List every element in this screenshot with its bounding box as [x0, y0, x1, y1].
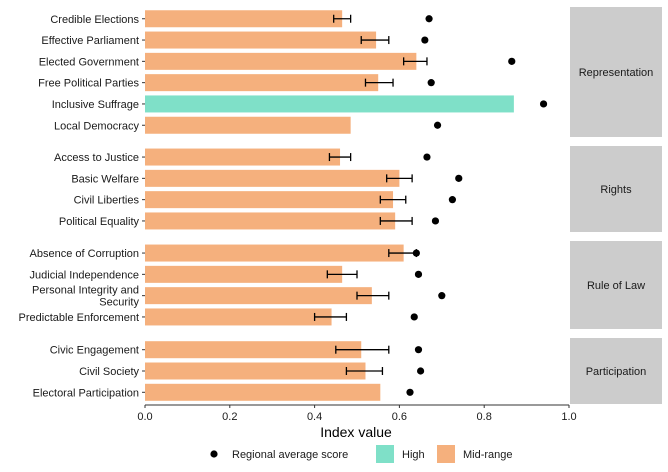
error-bar [379, 216, 413, 225]
y-tick-label: Effective Parliament [41, 35, 139, 47]
legend: Regional average score High Mid-range [210, 445, 513, 463]
bar [145, 362, 366, 380]
x-tick-label: 0.8 [477, 411, 492, 423]
bar [145, 116, 351, 134]
bar [145, 74, 379, 92]
legend-regional-average-label: Regional average score [232, 449, 348, 461]
facet-strip [570, 241, 662, 329]
x-tick-label: 0.4 [307, 411, 322, 423]
bar [145, 95, 514, 113]
legend-mid-range-swatch [437, 445, 455, 463]
error-bar [328, 153, 352, 162]
regional-average-point [425, 15, 433, 23]
y-tick-label: Access to Justice [54, 152, 139, 164]
regional-average-point [455, 174, 463, 182]
error-bar [379, 195, 407, 204]
chart-panels: Representation Credible Elections Effectiv… [19, 7, 662, 404]
regional-average-point [508, 57, 516, 65]
error-bar [356, 291, 390, 300]
error-bar [360, 36, 390, 45]
x-axis: 0.0 0.2 0.4 0.6 0.8 1.0 [137, 404, 577, 423]
x-axis-title: Index value [320, 424, 392, 440]
facet-label: Rights [600, 184, 632, 196]
legend-high-swatch [376, 445, 394, 463]
panel-representation: Representation Credible Elections Effectiv… [38, 7, 662, 137]
x-tick-label: 0.2 [222, 411, 237, 423]
bar [145, 287, 372, 305]
y-tick-label: Absence of Corruption [30, 248, 139, 260]
facet-strip [570, 146, 662, 232]
bar [145, 191, 394, 209]
legend-high-label: High [402, 449, 425, 461]
y-tick-label: Basic Welfare [71, 173, 139, 185]
bar [145, 169, 400, 187]
regional-average-point [421, 36, 429, 44]
y-tick-label: Inclusive Suffrage [52, 99, 139, 111]
facet-strip [570, 338, 662, 404]
y-tick-label: Predictable Enforcement [19, 312, 139, 324]
error-bar [386, 174, 413, 183]
regional-average-point [539, 100, 548, 108]
bar [145, 341, 362, 359]
y-tick-label: Civic Engagement [50, 345, 139, 357]
panel-rights: Rights Access to Justice Basic Welfare Civi… [54, 146, 662, 232]
regional-average-point [417, 367, 425, 375]
facet-label: Participation [586, 366, 647, 378]
y-tick-label: Local Democracy [54, 120, 139, 132]
panel-participation: Participation Civic Engagement Civil Socie… [33, 338, 662, 404]
y-tick-label: Political Equality [59, 216, 140, 228]
regional-average-point [438, 292, 446, 300]
x-tick-label: 1.0 [561, 411, 576, 423]
regional-average-point [448, 196, 456, 204]
y-tick-label: Elected Government [39, 56, 139, 68]
y-tick-label: Judicial Independence [30, 269, 139, 281]
error-bar [335, 345, 390, 354]
x-tick-label: 0.0 [137, 411, 152, 423]
bar [145, 383, 381, 401]
bar [145, 148, 341, 166]
bar [145, 308, 332, 326]
error-bar [333, 14, 352, 23]
bar [145, 265, 343, 283]
error-bar [345, 367, 384, 375]
y-tick-label: Personal Integrity and Security [32, 285, 140, 309]
regional-average-point [406, 388, 414, 396]
y-tick-label: Electoral Participation [33, 387, 139, 399]
y-tick-label: Civil Society [79, 366, 139, 378]
bar [145, 244, 404, 262]
x-tick-label: 0.6 [392, 411, 407, 423]
regional-average-point [431, 217, 440, 225]
facet-label: Rule of Law [587, 280, 645, 292]
regional-average-point [410, 313, 418, 321]
y-tick-label: Free Political Parties [38, 78, 139, 90]
y-tick-label: Credible Elections [50, 14, 139, 26]
error-bar [402, 57, 428, 66]
regional-average-point [414, 346, 423, 354]
facet-strip [570, 7, 662, 137]
y-tick-label: Civil Liberties [74, 195, 140, 207]
facet-label: Representation [579, 67, 654, 79]
regional-average-point [423, 153, 431, 161]
regional-average-point [414, 270, 423, 278]
regional-average-point [412, 249, 420, 257]
bar [145, 31, 377, 49]
bar [145, 52, 417, 70]
legend-regional-average-marker [210, 450, 218, 458]
legend-mid-range-label: Mid-range [463, 449, 513, 461]
regional-average-point [427, 79, 435, 87]
regional-average-point [433, 121, 442, 129]
error-bar [313, 312, 348, 321]
error-bar [364, 78, 394, 87]
panel-rule-of-law: Rule of Law Absence of Corruption Judicial… [19, 241, 662, 329]
error-bar [326, 270, 358, 279]
bar [145, 212, 396, 230]
bar [145, 10, 343, 28]
